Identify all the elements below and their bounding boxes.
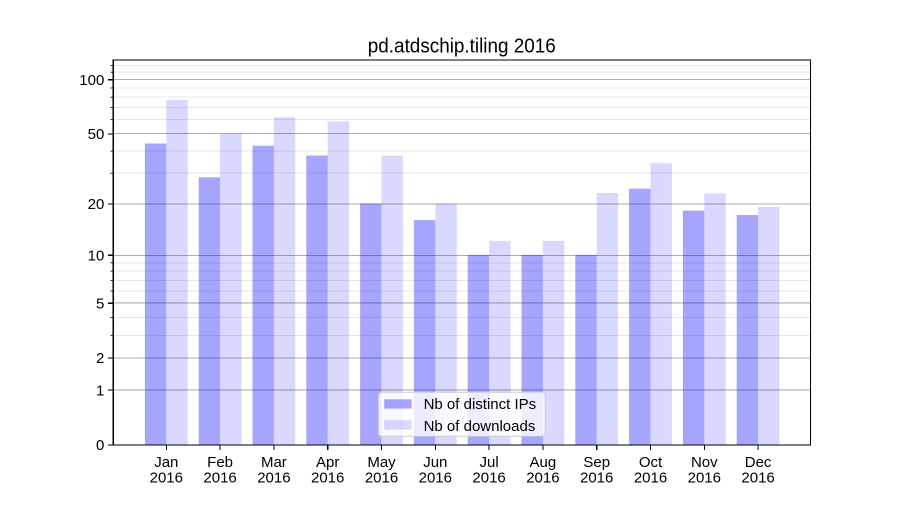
svg-text:5: 5 [96,295,104,312]
svg-text:2016: 2016 [257,470,290,487]
svg-text:Aug: Aug [530,454,557,471]
svg-text:2016: 2016 [634,470,667,487]
svg-text:Oct: Oct [639,454,663,471]
svg-text:2016: 2016 [150,470,183,487]
svg-text:2016: 2016 [580,470,613,487]
svg-text:2016: 2016 [419,470,452,487]
svg-text:2016: 2016 [526,470,559,487]
svg-text:1: 1 [96,382,104,399]
svg-text:Feb: Feb [207,454,233,471]
svg-text:May: May [367,454,396,471]
svg-text:2016: 2016 [203,470,236,487]
svg-text:100: 100 [79,72,104,89]
svg-text:Mar: Mar [261,454,287,471]
svg-text:2016: 2016 [365,470,398,487]
svg-text:Nb of downloads: Nb of downloads [424,418,536,435]
svg-text:2016: 2016 [741,470,774,487]
svg-text:Jul: Jul [480,454,499,471]
svg-text:2016: 2016 [472,470,505,487]
svg-text:20: 20 [88,196,105,213]
svg-text:Nov: Nov [691,454,718,471]
svg-text:50: 50 [88,126,105,143]
svg-text:Nb of distinct IPs: Nb of distinct IPs [424,396,537,413]
svg-text:2016: 2016 [688,470,721,487]
svg-text:Jan: Jan [154,454,178,471]
svg-text:2016: 2016 [311,470,344,487]
svg-text:2: 2 [96,350,104,367]
svg-text:Apr: Apr [316,454,339,471]
svg-text:10: 10 [88,247,105,264]
svg-text:pd.atdschip.tiling 2016: pd.atdschip.tiling 2016 [368,36,556,58]
svg-text:Dec: Dec [745,454,772,471]
svg-text:0: 0 [96,437,104,454]
svg-text:Jun: Jun [423,454,447,471]
svg-text:Sep: Sep [583,454,610,471]
